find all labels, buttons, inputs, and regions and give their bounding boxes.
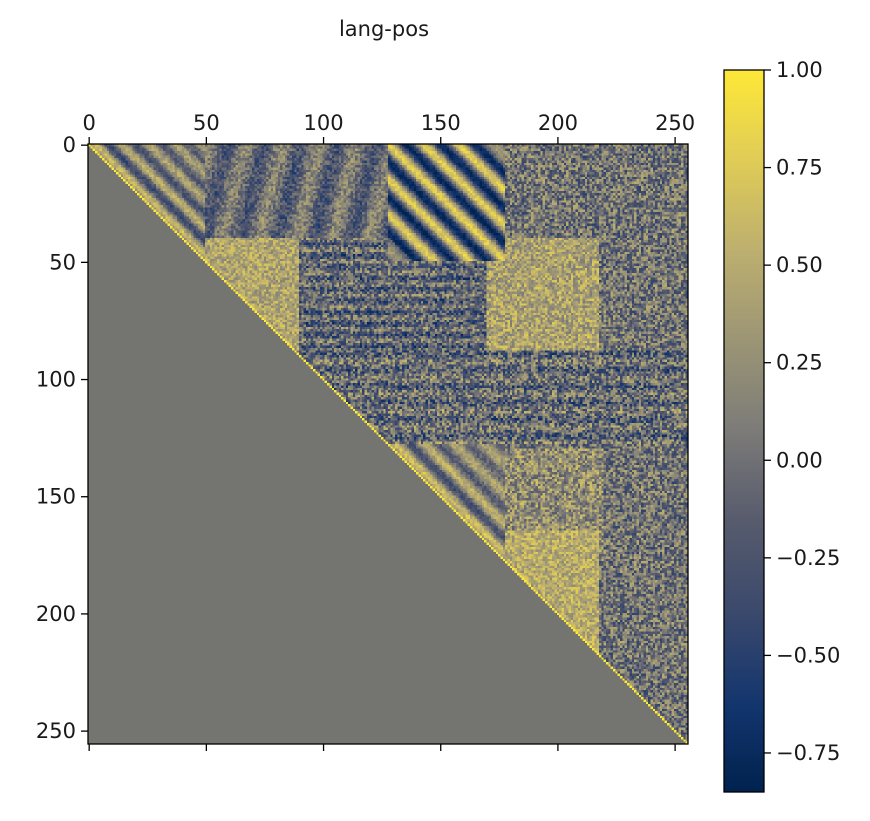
colorbar-gradient — [724, 70, 764, 792]
colorbar-tick-label: −0.25 — [776, 546, 840, 570]
x-tick-label: 100 — [304, 111, 344, 135]
colorbar-ticks: 1.00 0.75 0.50 0.25 0.00 −0.25 −0.50 −0.75 — [764, 58, 840, 765]
plot-frame — [87, 143, 689, 745]
y-tick-label: 250 — [36, 719, 76, 743]
colorbar-tick-label: 0.50 — [776, 253, 823, 277]
chart-title: lang-pos — [339, 17, 429, 41]
colorbar-tick-label: 0.00 — [776, 448, 823, 472]
y-tick-label: 200 — [36, 602, 76, 626]
y-tick-label: 150 — [36, 485, 76, 509]
y-tick-label: 100 — [36, 368, 76, 392]
heatmap-canvas-wrapper — [88, 144, 688, 744]
colorbar-tick-label: 1.00 — [776, 58, 823, 82]
x-axis-ticks: 0 50 100 150 200 250 — [82, 111, 695, 751]
colorbar-tick-label: 0.75 — [776, 156, 823, 180]
heatmap-plot-area — [87, 143, 689, 745]
heatmap-canvas — [88, 144, 688, 744]
x-tick-label: 0 — [82, 111, 95, 135]
x-tick-label: 250 — [655, 111, 695, 135]
colorbar-tick-label: 0.25 — [776, 351, 823, 375]
colorbar: 1.00 0.75 0.50 0.25 0.00 −0.25 −0.50 −0.75 — [723, 58, 840, 793]
colorbar-tick-label: −0.75 — [776, 741, 840, 765]
y-tick-label: 50 — [49, 250, 76, 274]
y-axis-ticks: 0 50 100 150 200 250 — [36, 133, 88, 743]
y-tick-label: 0 — [63, 133, 76, 157]
x-tick-label: 150 — [421, 111, 461, 135]
x-tick-label: 50 — [193, 111, 220, 135]
x-tick-label: 200 — [538, 111, 578, 135]
colorbar-tick-label: −0.50 — [776, 643, 840, 667]
colorbar-frame — [723, 69, 765, 793]
